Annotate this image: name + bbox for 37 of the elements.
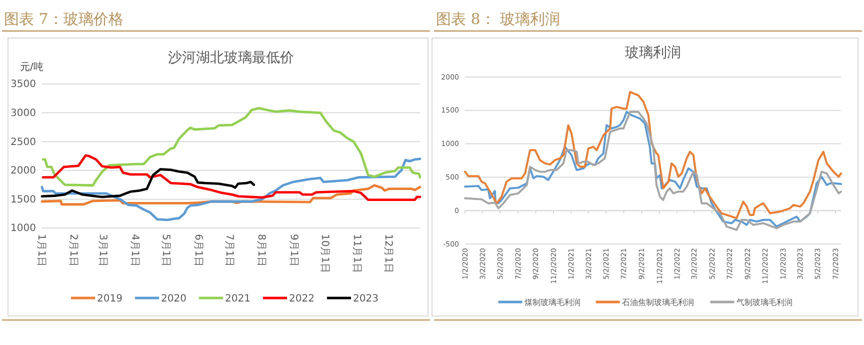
y-tick-label: 2500 <box>10 136 36 148</box>
line-series <box>40 184 422 206</box>
x-tick-label: 3月1日 <box>96 234 108 267</box>
x-tick-label: 5月1日 <box>160 234 172 267</box>
y-tick-label: 3500 <box>10 79 36 90</box>
line-series <box>40 168 256 198</box>
x-tick-label: 10月1日 <box>319 234 330 274</box>
x-tick-label: 9月1日 <box>288 234 299 267</box>
x-tick-label: 4月1日 <box>128 234 140 267</box>
y-axis-title: 元/吨 <box>20 61 44 73</box>
chart-title: 图表 7：玻璃价格 <box>4 10 124 28</box>
legend-label: 2022 <box>289 294 314 304</box>
chart-title: 图表 8： 玻璃利润 <box>436 10 560 28</box>
line-series <box>464 90 842 220</box>
chart-subtitle: 沙河湖北玻璃最低价 <box>168 50 294 66</box>
line-series <box>42 106 422 187</box>
legend-label: 气制玻璃毛利润 <box>736 298 792 307</box>
x-tick-label: 8月1日 <box>256 234 267 267</box>
line-series <box>40 158 422 222</box>
legend-label: 2023 <box>353 294 378 304</box>
x-tick-label: 1月1日 <box>36 234 46 267</box>
y-tick-label: 1000 <box>10 223 36 234</box>
x-tick-label: 7月1日 <box>223 234 234 267</box>
x-tick-label: 6月1日 <box>192 234 204 267</box>
legend-label: 煤制玻璃毛利润 <box>524 298 580 307</box>
y-tick-label: 2000 <box>10 166 36 177</box>
x-tick-label: 11月1日 <box>351 234 362 274</box>
legend-label: 2021 <box>225 294 250 304</box>
legend-label: 2020 <box>161 294 186 304</box>
x-tick-label: 2月1日 <box>68 234 79 267</box>
chart-subtitle: 玻璃利润 <box>625 45 681 61</box>
y-tick-label: 3000 <box>10 108 36 119</box>
line-series <box>42 154 422 201</box>
legend-label: 2019 <box>97 294 122 304</box>
y-tick-label: 1500 <box>10 194 36 206</box>
x-tick-label: 12月1日 <box>382 234 394 274</box>
legend-label: 石油焦制玻璃毛利润 <box>622 298 694 307</box>
